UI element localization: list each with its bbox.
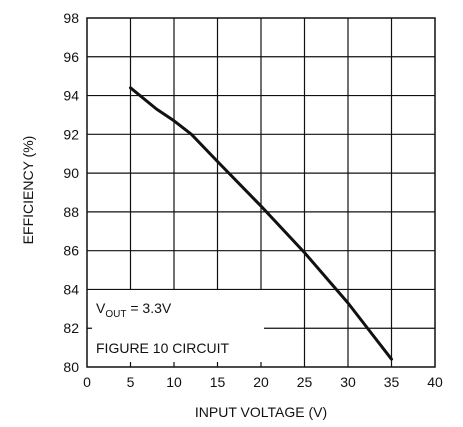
x-tick-label: 10 bbox=[166, 374, 182, 390]
vout-annotation: VOUT = 3.3V bbox=[96, 300, 172, 320]
x-axis-label: INPUT VOLTAGE (V) bbox=[195, 404, 327, 420]
y-tick-label: 80 bbox=[63, 359, 79, 375]
x-tick-label: 40 bbox=[427, 374, 443, 390]
x-tick-label: 5 bbox=[127, 374, 135, 390]
plot-frame bbox=[86, 17, 436, 368]
y-tick-label: 94 bbox=[63, 88, 79, 104]
y-tick-label: 88 bbox=[63, 204, 79, 220]
circuit-annotation: FIGURE 10 CIRCUIT bbox=[96, 340, 229, 356]
y-tick-label: 82 bbox=[63, 320, 79, 336]
y-tick-labels: 80 82 84 86 88 90 92 94 96 98 bbox=[63, 10, 79, 375]
y-tick-label: 98 bbox=[63, 10, 79, 26]
grid bbox=[87, 18, 435, 367]
plot-border bbox=[86, 17, 436, 368]
x-tick-label: 35 bbox=[384, 374, 400, 390]
x-tick-label: 0 bbox=[83, 374, 91, 390]
x-tick-label: 15 bbox=[210, 374, 226, 390]
y-tick-label: 90 bbox=[63, 165, 79, 181]
y-axis-label: EFFICIENCY (%) bbox=[20, 136, 36, 245]
x-tick-label: 25 bbox=[297, 374, 313, 390]
y-tick-label: 84 bbox=[63, 281, 79, 297]
series-line bbox=[129, 86, 393, 361]
y-tick-label: 92 bbox=[63, 126, 79, 142]
x-tick-label: 20 bbox=[253, 374, 269, 390]
y-tick-label: 96 bbox=[63, 49, 79, 65]
y-tick-label: 86 bbox=[63, 243, 79, 259]
x-tick-label: 30 bbox=[340, 374, 356, 390]
x-tick-labels: 0 5 10 15 20 25 30 35 40 bbox=[83, 374, 443, 390]
annotation-background bbox=[92, 290, 264, 362]
